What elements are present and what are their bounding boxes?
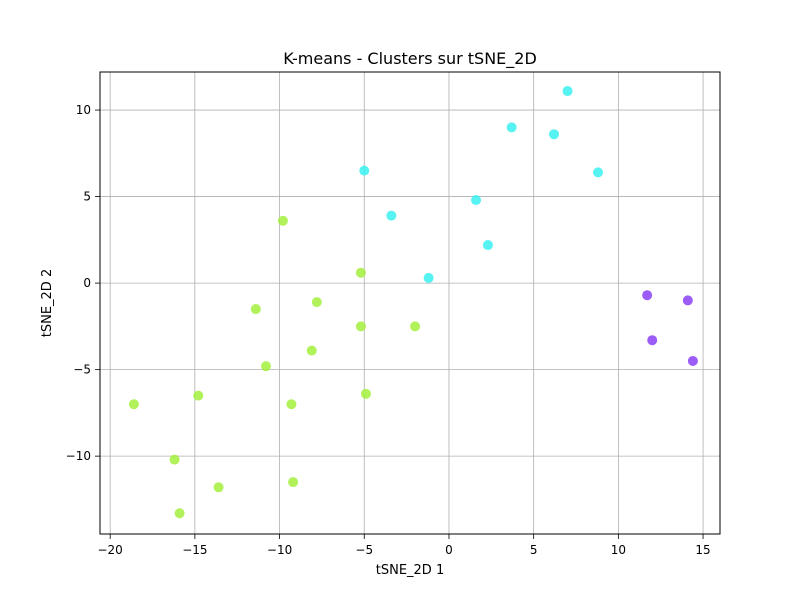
- data-point: [410, 321, 421, 332]
- chart-title: K-means - Clusters sur tSNE_2D: [283, 49, 537, 69]
- data-point: [647, 335, 658, 346]
- data-point: [128, 399, 139, 410]
- data-points: [128, 86, 698, 519]
- data-point: [562, 86, 573, 97]
- x-tick-label: 15: [695, 543, 710, 557]
- data-point: [548, 129, 559, 140]
- y-tick-label: 10: [76, 103, 91, 117]
- data-point: [193, 390, 204, 401]
- data-point: [359, 165, 370, 176]
- data-point: [286, 399, 297, 410]
- y-axis-ticks: −10 −5 0 5 10: [66, 103, 100, 463]
- x-tick-label: 5: [530, 543, 538, 557]
- data-point: [423, 272, 434, 283]
- data-point: [642, 290, 653, 301]
- data-point: [682, 295, 693, 306]
- grid: [100, 72, 720, 534]
- y-axis-label: tSNE_2D 2: [40, 269, 55, 337]
- data-point: [360, 388, 371, 399]
- data-point: [471, 195, 482, 206]
- data-point: [355, 321, 366, 332]
- x-tick-label: 0: [445, 543, 453, 557]
- data-point: [306, 345, 317, 356]
- x-tick-label: 10: [611, 543, 626, 557]
- data-point: [250, 304, 261, 315]
- x-axis-label: tSNE_2D 1: [376, 563, 444, 578]
- data-point: [506, 122, 517, 133]
- data-point: [311, 297, 322, 308]
- x-tick-label: −5: [355, 543, 373, 557]
- y-tick-label: −10: [66, 449, 91, 463]
- data-point: [482, 240, 493, 251]
- x-tick-label: −15: [182, 543, 207, 557]
- y-tick-label: 0: [83, 276, 91, 290]
- data-point: [261, 361, 272, 372]
- x-axis-ticks: −20 −15 −10 −5 0 5 10 15: [97, 534, 711, 557]
- data-point: [355, 267, 366, 278]
- data-point: [687, 355, 698, 366]
- data-point: [288, 477, 299, 488]
- data-point: [386, 210, 397, 221]
- data-point: [169, 454, 180, 465]
- data-point: [277, 215, 288, 226]
- data-point: [593, 167, 604, 178]
- data-point: [174, 508, 185, 519]
- plot-frame: [99, 71, 721, 535]
- y-tick-label: 5: [83, 190, 91, 204]
- x-tick-label: −10: [267, 543, 292, 557]
- y-tick-label: −5: [73, 363, 91, 377]
- data-point: [213, 482, 224, 493]
- x-tick-label: −20: [97, 543, 122, 557]
